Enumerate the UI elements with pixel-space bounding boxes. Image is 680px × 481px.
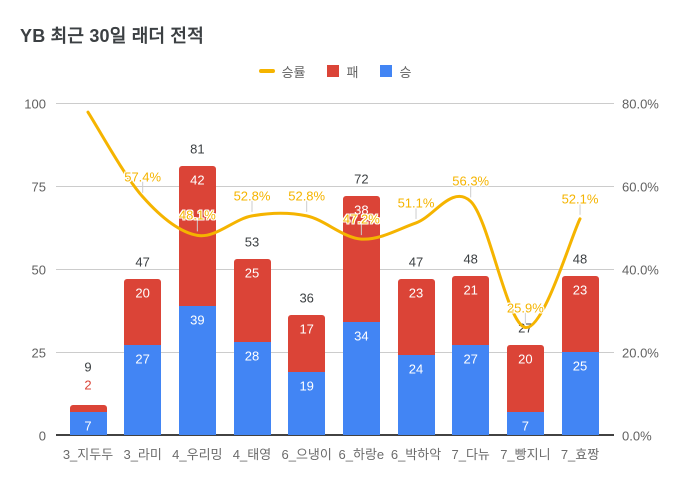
losses-value-label: 21	[463, 282, 478, 298]
winrate-line[interactable]	[86, 110, 582, 329]
total-games-label: 72	[354, 171, 369, 187]
winrate-percent-label: 47.2%	[342, 211, 380, 227]
category-label: 4_우리밍	[172, 447, 223, 462]
total-games-label: 47	[408, 254, 424, 270]
square-swatch-icon	[327, 65, 340, 77]
total-games-label: 27	[518, 320, 533, 336]
gridline	[56, 103, 614, 104]
square-swatch-icon	[380, 65, 393, 77]
legend-item-losses[interactable]: 패	[327, 62, 358, 81]
line-swatch-icon	[258, 69, 275, 73]
losses-value-label: 23	[572, 282, 588, 298]
total-games-label: 53	[244, 234, 260, 250]
winrate-percent-label: 52.8%	[233, 188, 271, 204]
losses-value-label: 2	[84, 377, 92, 393]
gridline	[56, 186, 614, 187]
total-games-label: 9	[84, 359, 92, 375]
gridline	[56, 352, 614, 353]
losses-value-label: 25	[244, 265, 260, 281]
left-axis-tick: 25	[31, 345, 46, 360]
category-label: 6_박하악	[390, 447, 442, 462]
losses-value-label: 23	[408, 285, 424, 301]
category-label: 3_지두두	[62, 447, 114, 462]
right-axis-tick: 60.0%	[622, 179, 659, 194]
legend-label: 승	[399, 64, 412, 80]
wins-value-label: 25	[572, 358, 588, 374]
wins-value-label: 19	[299, 378, 314, 394]
left-axis-tick: 50	[31, 262, 46, 277]
winrate-percent-label: 51.1%	[397, 195, 435, 211]
losses-value-label: 20	[518, 351, 533, 367]
bar-segment-wins[interactable]	[452, 345, 490, 435]
wins-value-label: 34	[354, 328, 369, 344]
losses-value-label: 42	[190, 172, 205, 188]
category-label: 7_빵지니	[500, 447, 551, 462]
category-label: 4_태영	[232, 447, 272, 462]
chart-title: YB 최근 30일 래더 전적	[20, 26, 204, 46]
category-label: 3_라미	[123, 447, 162, 462]
losses-value-label: 17	[299, 321, 314, 337]
bar-segment-wins[interactable]	[233, 342, 271, 435]
category-label: 6_하랑e	[338, 447, 385, 462]
wins-value-label: 28	[244, 348, 260, 364]
left-axis-tick: 100	[24, 96, 46, 111]
total-games-label: 36	[299, 290, 314, 306]
winrate-percent-label: 52.8%	[288, 188, 326, 204]
bar-segment-wins[interactable]	[561, 352, 599, 435]
bar-segment-wins[interactable]	[342, 322, 380, 435]
bar-segment-wins[interactable]	[397, 355, 435, 435]
category-label: 6_으냉이	[281, 447, 332, 462]
wins-value-label: 27	[463, 351, 478, 367]
total-games-label: 81	[190, 141, 205, 157]
wins-value-label: 7	[521, 418, 529, 434]
right-axis-tick: 40.0%	[622, 262, 659, 277]
bar-segment-wins[interactable]	[288, 371, 326, 435]
category-label: 7_효짱	[560, 447, 600, 462]
losses-value-label: 20	[135, 285, 150, 301]
x-axis-line	[56, 434, 614, 436]
legend-label: 패	[346, 64, 359, 80]
bar-segment-losses[interactable]	[506, 345, 544, 412]
left-axis-tick: 75	[31, 179, 46, 194]
right-axis-tick: 80.0%	[622, 96, 659, 111]
total-games-label: 48	[572, 251, 588, 267]
bar-segment-wins[interactable]	[506, 411, 544, 435]
legend-item-wins[interactable]: 승	[380, 62, 411, 81]
bar-segment-losses[interactable]	[69, 405, 107, 412]
total-games-label: 48	[463, 251, 478, 267]
legend: 승률 패 승	[56, 62, 614, 80]
winrate-percent-label: 56.3%	[452, 173, 490, 189]
total-games-label: 47	[135, 254, 150, 270]
bar-segment-wins[interactable]	[124, 345, 162, 435]
right-axis-tick: 20.0%	[622, 345, 659, 360]
winrate-percent-label: 25.9%	[506, 300, 544, 315]
legend-item-winrate[interactable]: 승률	[258, 62, 306, 81]
left-axis-tick: 0	[38, 428, 46, 443]
winrate-percent-label: 57.4%	[124, 169, 162, 185]
wins-value-label: 39	[190, 312, 205, 328]
winrate-percent-label: 48.1%	[178, 207, 216, 223]
winrate-percent-label: 52.1%	[561, 191, 599, 207]
bar-segment-wins[interactable]	[69, 411, 107, 435]
wins-value-label: 7	[84, 418, 92, 434]
wins-value-label: 27	[135, 351, 150, 367]
category-label: 7_다뉴	[451, 447, 490, 462]
right-axis-tick: 0.0%	[622, 428, 652, 443]
legend-label: 승률	[281, 64, 306, 80]
wins-value-label: 24	[408, 361, 424, 377]
